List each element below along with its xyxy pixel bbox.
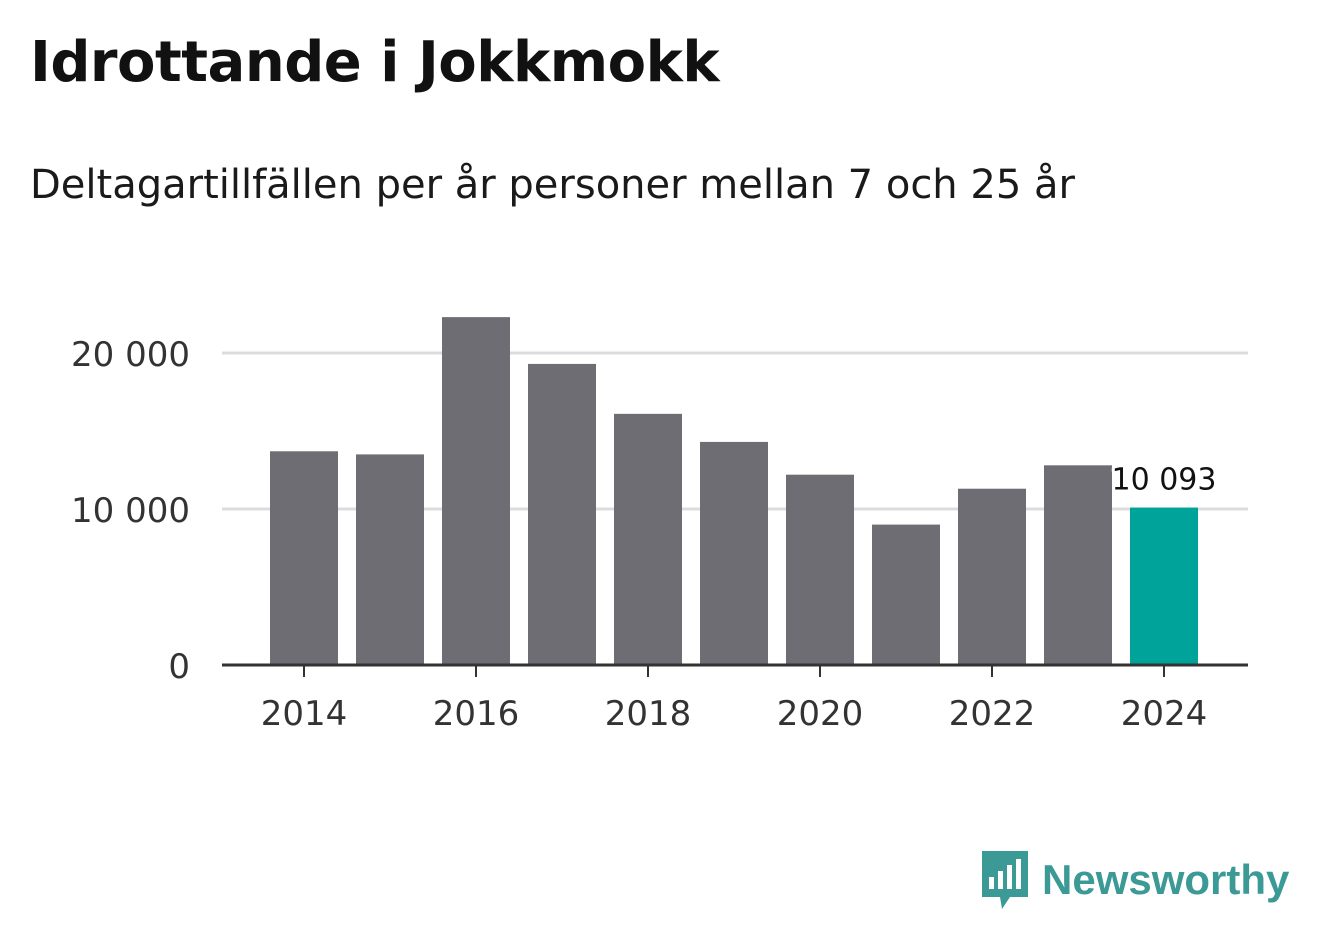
bar-2018 xyxy=(614,413,682,665)
x-tick-label: 2016 xyxy=(433,694,520,734)
y-tick-label: 20 000 xyxy=(71,335,190,375)
x-tick-label: 2018 xyxy=(605,694,692,734)
x-tick-label: 2022 xyxy=(949,694,1036,734)
newsworthy-logo-icon xyxy=(982,851,1028,909)
data-label-halo: 10 093 xyxy=(1112,463,1217,498)
y-tick-label: 10 000 xyxy=(71,491,190,531)
bar-2022 xyxy=(958,488,1026,665)
bar-2015 xyxy=(356,454,424,665)
bar-2014 xyxy=(270,451,338,665)
x-tick-label: 2020 xyxy=(777,694,864,734)
labels: 0 10 000 20 000 2014 2016 2018 2020 2022 2024 10 … xyxy=(71,335,1219,734)
chart-subtitle: Deltagartillfällen per år personer mella… xyxy=(30,162,1075,208)
data-label-2024: 10 093 xyxy=(1112,463,1217,498)
bars xyxy=(270,317,1198,665)
axes xyxy=(222,663,1248,677)
bar-2020 xyxy=(786,474,854,665)
x-tick-label: 2024 xyxy=(1121,694,1208,734)
brand-name: Newsworthy xyxy=(1042,856,1290,903)
y-tick-label: 0 xyxy=(168,647,190,687)
bar-2021 xyxy=(872,524,940,665)
bar-2024 xyxy=(1130,507,1198,665)
bar-2017 xyxy=(528,363,596,665)
bar-2016 xyxy=(442,317,510,665)
chart-title: Idrottande i Jokkmokk xyxy=(30,30,720,95)
bar-2019 xyxy=(700,441,768,665)
bar-2023 xyxy=(1044,465,1112,665)
newsworthy-logo: Newsworthy xyxy=(980,848,1289,912)
x-tick-label: 2014 xyxy=(261,694,348,734)
